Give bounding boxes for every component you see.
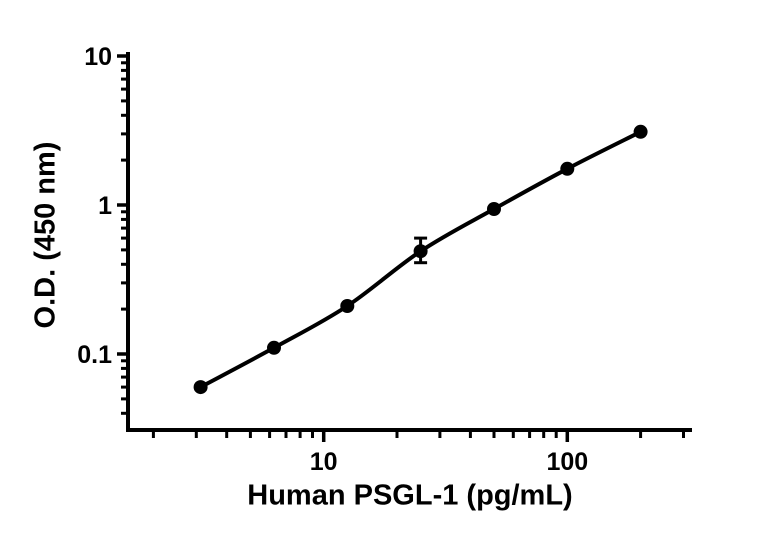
axes-spine (126, 52, 692, 432)
x-tick-label: 10 (310, 448, 338, 476)
data-point-marker (487, 202, 501, 216)
data-point-marker (267, 340, 281, 355)
x-tick-label: 100 (546, 448, 588, 476)
data-point-marker (560, 161, 575, 176)
y-axis-title: O.D. (450 nm) (29, 141, 62, 329)
y-tick-label: 1 (98, 192, 112, 220)
y-tick-label: 10 (84, 43, 112, 71)
data-point-marker (413, 244, 428, 259)
x-axis-title: Human PSGL-1 (pg/mL) (247, 479, 573, 512)
y-tick-label: 0.1 (77, 341, 112, 369)
data-point-marker (340, 299, 355, 313)
data-point-marker (633, 124, 648, 139)
data-point-marker (193, 380, 208, 395)
